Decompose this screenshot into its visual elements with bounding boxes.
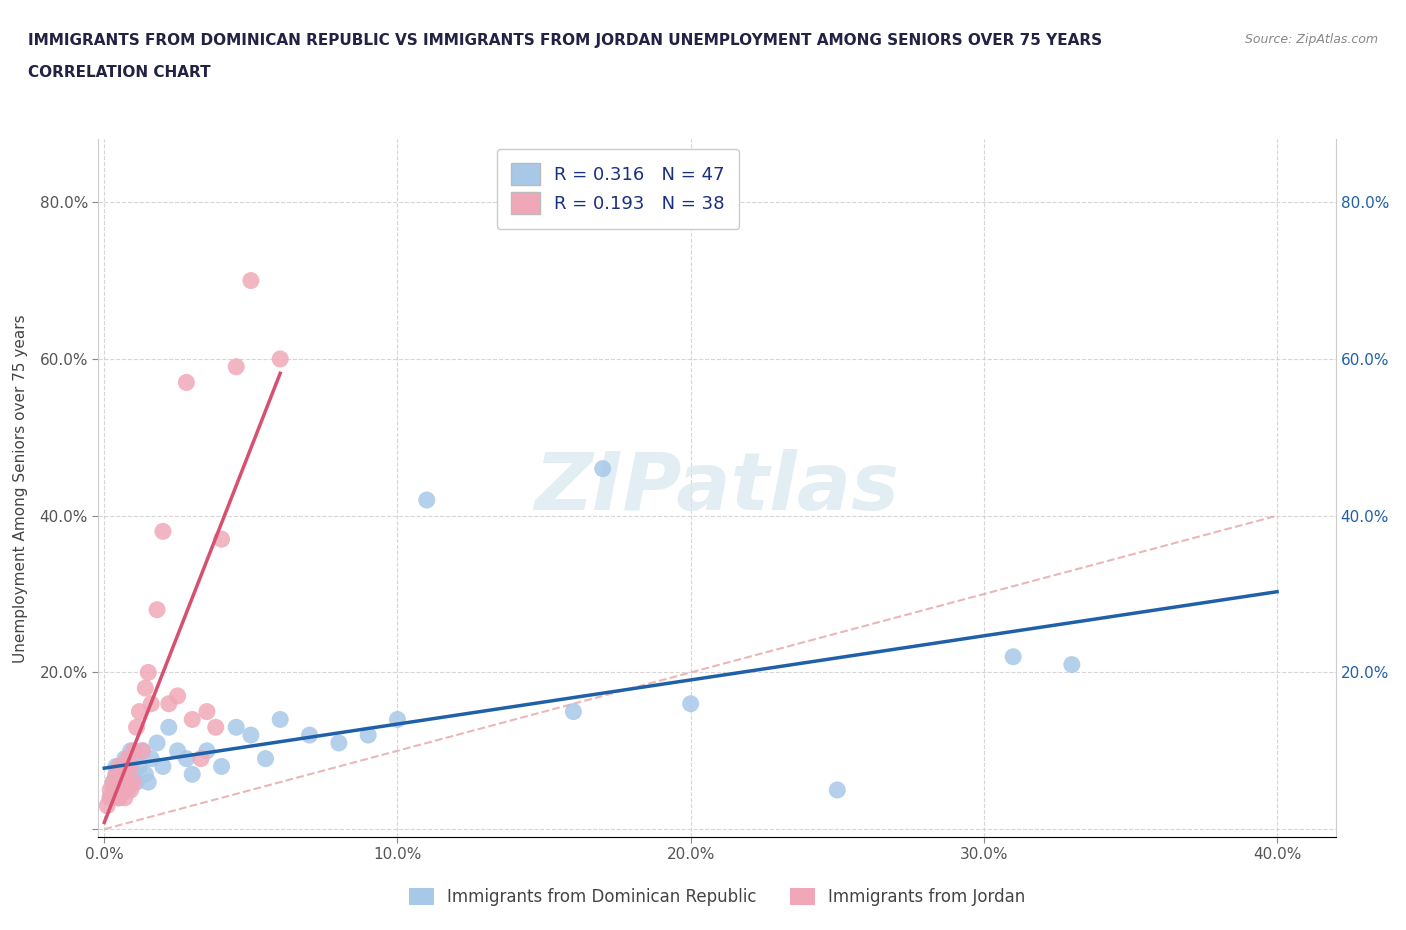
Point	[122, 751, 145, 766]
Point	[181, 767, 204, 782]
Point	[117, 782, 139, 797]
Point	[105, 759, 128, 774]
Point	[211, 532, 233, 547]
Point	[120, 743, 142, 758]
Point	[122, 743, 145, 758]
Point	[108, 790, 131, 805]
Point	[96, 798, 118, 813]
Point	[101, 790, 124, 805]
Text: IMMIGRANTS FROM DOMINICAN REPUBLIC VS IMMIGRANTS FROM JORDAN UNEMPLOYMENT AMONG : IMMIGRANTS FROM DOMINICAN REPUBLIC VS IM…	[28, 33, 1102, 47]
Point	[108, 759, 131, 774]
Point	[108, 790, 131, 805]
Point	[328, 736, 350, 751]
Point	[239, 273, 262, 288]
Point	[190, 751, 212, 766]
Point	[117, 751, 139, 766]
Point	[108, 759, 131, 774]
Point	[239, 727, 262, 742]
Text: Source: ZipAtlas.com: Source: ZipAtlas.com	[1244, 33, 1378, 46]
Point	[114, 790, 136, 805]
Point	[105, 782, 128, 797]
Point	[101, 782, 124, 797]
Point	[105, 767, 128, 782]
Point	[211, 759, 233, 774]
Point	[98, 790, 121, 805]
Point	[269, 352, 291, 366]
Point	[152, 524, 174, 538]
Point	[204, 720, 226, 735]
Point	[111, 775, 134, 790]
Point	[125, 720, 148, 735]
Point	[105, 767, 128, 782]
Point	[1002, 649, 1025, 664]
Point	[176, 375, 198, 390]
Point	[136, 665, 159, 680]
Point	[298, 727, 321, 742]
Point	[114, 759, 136, 774]
Point	[146, 736, 169, 751]
Point	[146, 603, 169, 618]
Point	[122, 775, 145, 790]
Point	[114, 751, 136, 766]
Point	[111, 767, 134, 782]
Point	[152, 759, 174, 774]
Point	[136, 775, 159, 790]
Point	[108, 775, 131, 790]
Point	[131, 743, 153, 758]
Point	[416, 493, 439, 508]
Point	[1060, 658, 1083, 672]
Point	[128, 759, 150, 774]
Point	[134, 681, 156, 696]
Y-axis label: Unemployment Among Seniors over 75 years: Unemployment Among Seniors over 75 years	[14, 314, 28, 662]
Point	[176, 751, 198, 766]
Point	[98, 782, 121, 797]
Point	[166, 743, 188, 758]
Point	[101, 775, 124, 790]
Point	[357, 727, 380, 742]
Point	[181, 712, 204, 727]
Point	[195, 743, 218, 758]
Point	[157, 720, 180, 735]
Point	[592, 461, 614, 476]
Point	[111, 782, 134, 797]
Point	[562, 704, 585, 719]
Point	[131, 743, 153, 758]
Point	[225, 720, 247, 735]
Point	[679, 697, 702, 711]
Text: CORRELATION CHART: CORRELATION CHART	[28, 65, 211, 80]
Point	[254, 751, 277, 766]
Point	[120, 782, 142, 797]
Point	[98, 790, 121, 805]
Point	[387, 712, 409, 727]
Point	[117, 759, 139, 774]
Point	[114, 775, 136, 790]
Point	[141, 697, 163, 711]
Point	[122, 767, 145, 782]
Point	[111, 782, 134, 797]
Point	[269, 712, 291, 727]
Point	[125, 775, 148, 790]
Point	[120, 759, 142, 774]
Point	[157, 697, 180, 711]
Text: ZIPatlas: ZIPatlas	[534, 449, 900, 527]
Point	[117, 775, 139, 790]
Point	[128, 704, 150, 719]
Point	[825, 782, 848, 797]
Point	[166, 688, 188, 703]
Point	[134, 767, 156, 782]
Point	[101, 775, 124, 790]
Point	[225, 359, 247, 374]
Point	[195, 704, 218, 719]
Point	[141, 751, 163, 766]
Point	[120, 775, 142, 790]
Legend: Immigrants from Dominican Republic, Immigrants from Jordan: Immigrants from Dominican Republic, Immi…	[402, 881, 1032, 912]
